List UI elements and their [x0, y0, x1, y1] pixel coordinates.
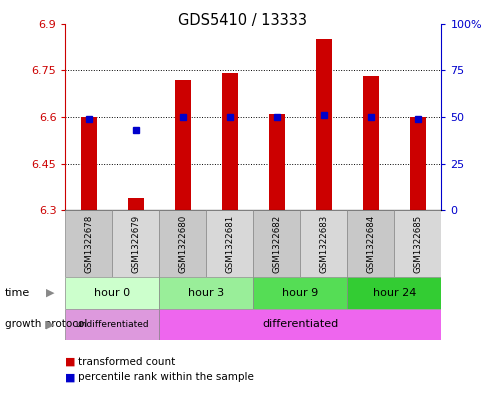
- Bar: [159, 277, 253, 309]
- Text: differentiated: differentiated: [262, 319, 338, 329]
- Text: hour 3: hour 3: [188, 288, 224, 298]
- Text: GSM1322681: GSM1322681: [225, 215, 234, 273]
- Bar: [253, 210, 300, 277]
- Bar: [221, 73, 238, 210]
- Bar: [362, 77, 378, 210]
- Text: ■: ■: [65, 372, 76, 382]
- Bar: [300, 210, 347, 277]
- Text: GSM1322679: GSM1322679: [131, 215, 140, 273]
- Bar: [347, 210, 393, 277]
- Bar: [159, 210, 206, 277]
- Text: time: time: [5, 288, 30, 298]
- Text: GSM1322685: GSM1322685: [412, 215, 422, 273]
- Bar: [315, 39, 332, 210]
- Text: GSM1322678: GSM1322678: [84, 215, 93, 273]
- Text: undifferentiated: undifferentiated: [76, 320, 149, 329]
- Text: ▶: ▶: [45, 319, 54, 329]
- Text: GDS5410 / 13333: GDS5410 / 13333: [178, 13, 306, 28]
- Bar: [65, 277, 159, 309]
- Bar: [347, 277, 440, 309]
- Bar: [127, 198, 144, 210]
- Bar: [206, 210, 253, 277]
- Text: GSM1322684: GSM1322684: [365, 215, 375, 273]
- Bar: [80, 117, 97, 210]
- Text: transformed count: transformed count: [77, 356, 175, 367]
- Text: GSM1322682: GSM1322682: [272, 215, 281, 273]
- Text: hour 9: hour 9: [282, 288, 318, 298]
- Text: ▶: ▶: [45, 288, 54, 298]
- Text: growth protocol: growth protocol: [5, 319, 87, 329]
- Bar: [409, 117, 425, 210]
- Bar: [253, 277, 347, 309]
- Text: hour 24: hour 24: [372, 288, 415, 298]
- Text: hour 0: hour 0: [94, 288, 130, 298]
- Text: percentile rank within the sample: percentile rank within the sample: [77, 372, 253, 382]
- Bar: [393, 210, 440, 277]
- Text: ■: ■: [65, 356, 76, 367]
- Bar: [112, 210, 159, 277]
- Bar: [65, 210, 112, 277]
- Bar: [65, 309, 159, 340]
- Text: GSM1322683: GSM1322683: [319, 215, 328, 273]
- Bar: [159, 309, 440, 340]
- Text: GSM1322680: GSM1322680: [178, 215, 187, 273]
- Bar: [174, 80, 191, 210]
- Bar: [268, 114, 285, 210]
